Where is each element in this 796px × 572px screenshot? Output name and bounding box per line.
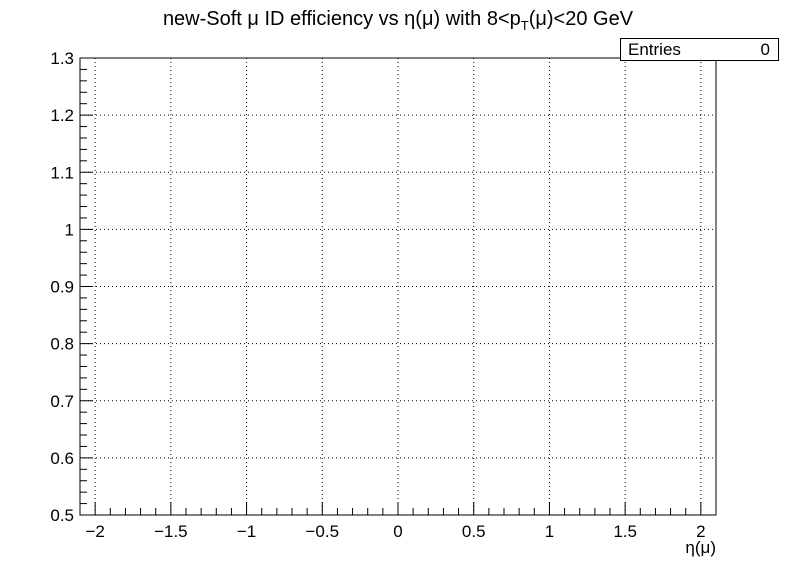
axis-ticks [79, 57, 717, 516]
x-tick-label: −1.5 [154, 522, 188, 541]
y-tick-label: 0.9 [50, 278, 74, 297]
y-tick-label: 0.5 [50, 506, 74, 525]
y-tick-label: 1.3 [50, 49, 74, 68]
x-tick-label: 2 [696, 522, 705, 541]
grid [80, 57, 716, 516]
x-tick-label: 1.5 [613, 522, 637, 541]
x-tick-label: 0.5 [462, 522, 486, 541]
chart-title: new-Soft μ ID efficiency vs η(μ) with 8<… [162, 8, 634, 33]
x-tick-label: −2 [85, 522, 104, 541]
x-tick-label: 0 [393, 522, 402, 541]
x-tick-label: −0.5 [306, 522, 340, 541]
x-tick-label: −1 [237, 522, 256, 541]
x-axis-label: η(μ) [685, 538, 716, 557]
x-tick-label: 1 [545, 522, 554, 541]
y-tick-label: 1 [65, 220, 74, 239]
y-tick-label: 1.1 [50, 163, 74, 182]
y-tick-label: 0.6 [50, 449, 74, 468]
stats-entries-label: Entries [628, 40, 681, 59]
y-tick-label: 1.2 [50, 106, 74, 125]
stats-box: Entries 0 [620, 38, 779, 61]
y-tick-label: 0.8 [50, 335, 74, 354]
y-tick-label: 0.7 [50, 392, 74, 411]
tick-labels: −2 −1.5 −1 −0.5 0 0.5 1 1.5 2 0.5 0.6 0.7 0.8 0.9 1 1.1… [50, 49, 705, 541]
stats-entries-value: 0 [760, 40, 770, 59]
